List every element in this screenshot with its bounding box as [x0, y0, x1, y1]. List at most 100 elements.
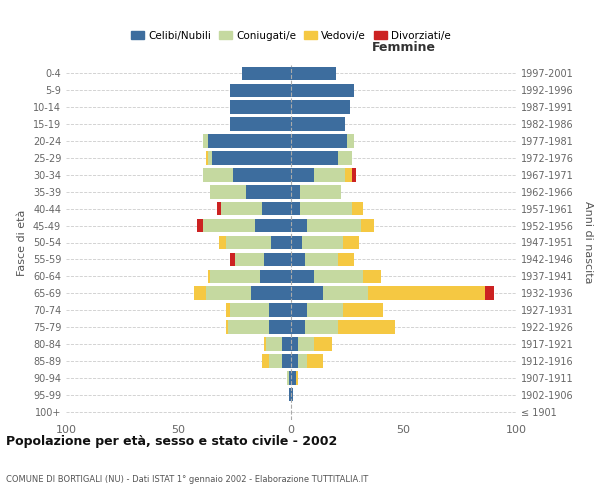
Bar	[291, 134, 347, 148]
Bar	[230, 252, 235, 266]
Bar	[226, 236, 271, 250]
Bar	[197, 219, 203, 232]
Bar	[230, 84, 291, 97]
Bar	[291, 118, 345, 131]
Bar	[314, 337, 331, 350]
Bar	[302, 236, 343, 250]
Bar	[282, 354, 291, 368]
Bar	[352, 168, 356, 181]
Bar	[203, 219, 255, 232]
Bar	[203, 168, 233, 181]
Bar	[305, 252, 338, 266]
Bar	[203, 134, 208, 148]
Bar	[298, 354, 307, 368]
Bar	[291, 304, 307, 317]
Bar	[262, 354, 269, 368]
Bar	[262, 202, 291, 215]
Bar	[485, 286, 493, 300]
Bar	[230, 304, 269, 317]
Bar	[230, 118, 291, 131]
Bar	[291, 236, 302, 250]
Bar	[300, 202, 352, 215]
Bar	[291, 100, 349, 114]
Bar	[291, 371, 296, 384]
Bar	[269, 354, 282, 368]
Bar	[251, 286, 291, 300]
Bar	[307, 219, 361, 232]
Bar	[291, 151, 338, 164]
Bar	[212, 151, 291, 164]
Bar	[291, 185, 300, 198]
Bar	[291, 202, 300, 215]
Bar	[264, 337, 266, 350]
Bar	[217, 202, 221, 215]
Bar	[343, 304, 383, 317]
Bar	[338, 320, 395, 334]
Bar	[282, 337, 291, 350]
Bar	[338, 252, 354, 266]
Bar	[291, 84, 354, 97]
Bar	[307, 354, 323, 368]
Bar	[264, 252, 291, 266]
Bar	[210, 270, 260, 283]
Bar	[343, 236, 359, 250]
Text: Femmine: Femmine	[371, 42, 436, 54]
Legend: Celibi/Nubili, Coniugati/e, Vedovi/e, Divorziati/e: Celibi/Nubili, Coniugati/e, Vedovi/e, Di…	[128, 28, 454, 44]
Bar	[291, 320, 305, 334]
Bar	[205, 286, 251, 300]
Bar	[228, 320, 269, 334]
Bar	[289, 388, 291, 402]
Y-axis label: Fasce di età: Fasce di età	[17, 210, 27, 276]
Bar	[363, 270, 381, 283]
Bar	[205, 151, 208, 164]
Bar	[208, 151, 212, 164]
Bar	[291, 66, 336, 80]
Bar	[287, 371, 289, 384]
Bar	[194, 286, 205, 300]
Bar	[291, 219, 307, 232]
Bar	[219, 236, 226, 250]
Bar	[269, 304, 291, 317]
Bar	[241, 66, 291, 80]
Bar	[347, 134, 354, 148]
Y-axis label: Anni di nascita: Anni di nascita	[583, 201, 593, 284]
Bar	[300, 185, 341, 198]
Bar	[271, 236, 291, 250]
Bar	[230, 100, 291, 114]
Bar	[305, 320, 338, 334]
Bar	[246, 185, 291, 198]
Bar	[338, 151, 352, 164]
Bar	[291, 354, 298, 368]
Bar	[367, 286, 485, 300]
Bar	[361, 219, 374, 232]
Bar	[291, 286, 323, 300]
Bar	[266, 337, 282, 350]
Bar	[314, 270, 363, 283]
Bar	[208, 270, 210, 283]
Bar	[291, 252, 305, 266]
Bar	[269, 320, 291, 334]
Bar	[260, 270, 291, 283]
Bar	[296, 371, 298, 384]
Bar	[235, 252, 264, 266]
Bar	[233, 168, 291, 181]
Text: Popolazione per età, sesso e stato civile - 2002: Popolazione per età, sesso e stato civil…	[6, 435, 337, 448]
Bar	[291, 270, 314, 283]
Text: COMUNE DI BORTIGALI (NU) - Dati ISTAT 1° gennaio 2002 - Elaborazione TUTTITALIA.: COMUNE DI BORTIGALI (NU) - Dati ISTAT 1°…	[6, 475, 368, 484]
Bar	[208, 134, 291, 148]
Bar	[323, 286, 367, 300]
Bar	[307, 304, 343, 317]
Bar	[352, 202, 363, 215]
Bar	[345, 168, 352, 181]
Bar	[255, 219, 291, 232]
Bar	[291, 168, 314, 181]
Bar	[221, 202, 262, 215]
Bar	[298, 337, 314, 350]
Bar	[291, 388, 293, 402]
Bar	[226, 304, 230, 317]
Bar	[210, 185, 246, 198]
Bar	[291, 337, 298, 350]
Bar	[314, 168, 345, 181]
Bar	[289, 371, 291, 384]
Bar	[226, 320, 228, 334]
